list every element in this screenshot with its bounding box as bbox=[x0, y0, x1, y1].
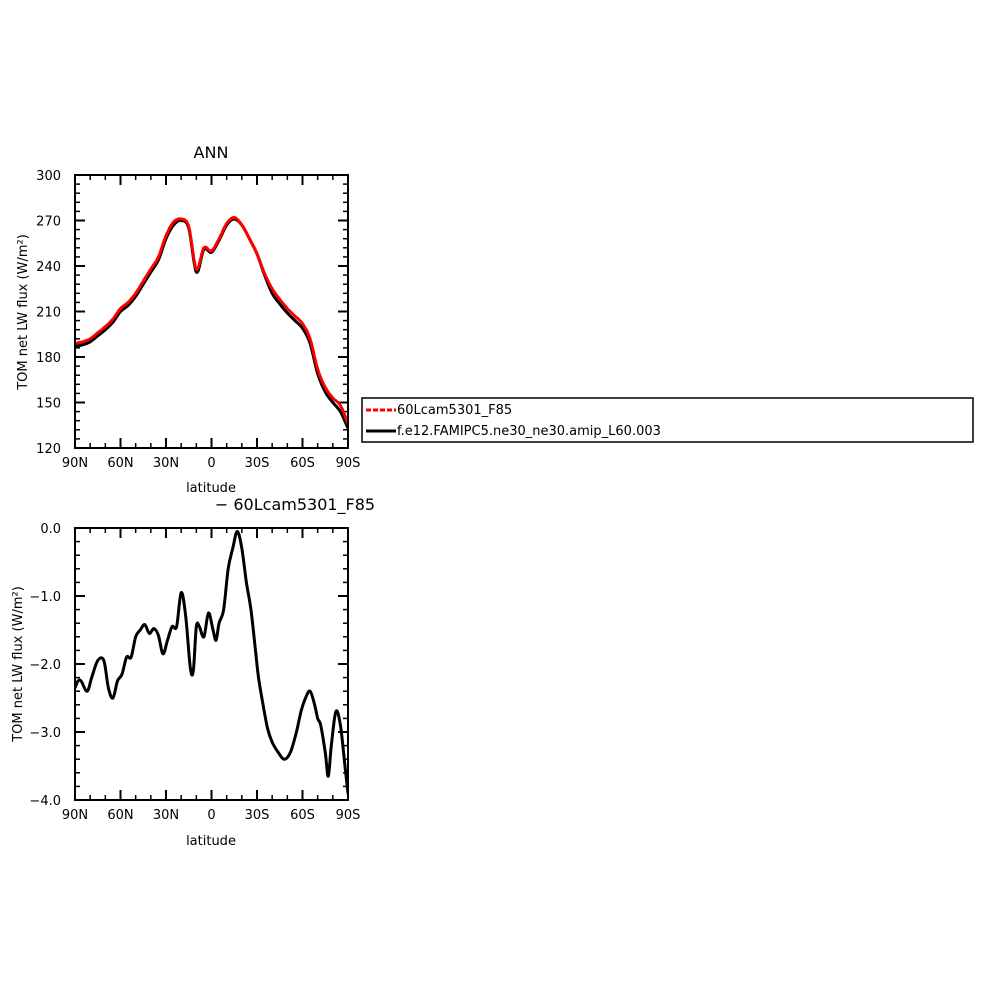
bottom-y-tick-label: −3.0 bbox=[29, 726, 61, 741]
top-panel: ANN latitude TOM net LW flux (W/m²) 90N 6… bbox=[16, 143, 360, 496]
top-series-line-1 bbox=[75, 215, 348, 426]
top-y-tick-label: 180 bbox=[36, 351, 61, 366]
top-plot-area: 90N 60N 30N 0 30S 60S 90S 120 150 180 210 240 270 300 bbox=[36, 169, 360, 471]
bottom-x-tick-label: 30S bbox=[245, 808, 270, 823]
top-y-tick-label: 300 bbox=[36, 169, 61, 184]
top-y-tick-label: 210 bbox=[36, 306, 61, 321]
bottom-x-tick-label: 0 bbox=[207, 808, 215, 823]
top-x-tick-label: 60S bbox=[290, 456, 315, 471]
bottom-panel-title: − 60Lcam5301_F85 bbox=[215, 495, 375, 515]
top-x-tick-label: 90N bbox=[62, 456, 88, 471]
top-y-tick-label: 240 bbox=[36, 260, 61, 275]
bottom-y-tick-label: −4.0 bbox=[29, 794, 61, 809]
top-x-tick-label: 0 bbox=[207, 456, 215, 471]
bottom-x-tick-label: 30N bbox=[153, 808, 179, 823]
top-x-axis-title: latitude bbox=[186, 481, 236, 496]
bottom-plot-frame bbox=[74, 527, 349, 801]
bottom-x-tick-label: 90S bbox=[336, 808, 361, 823]
legend-box bbox=[361, 397, 974, 443]
top-x-tick-label: 90S bbox=[336, 456, 361, 471]
bottom-y-tick-label: 0.0 bbox=[40, 522, 61, 537]
bottom-series-line-1 bbox=[75, 529, 348, 795]
bottom-x-axis-title: latitude bbox=[186, 834, 236, 849]
bottom-x-tick-label: 60N bbox=[107, 808, 133, 823]
bottom-x-tick-label: 60S bbox=[290, 808, 315, 823]
top-panel-title: ANN bbox=[194, 143, 229, 162]
legend: 60Lcam5301_F85 f.e12.FAMIPC5.ne30_ne30.a… bbox=[361, 397, 974, 443]
bottom-plot-area: 90N 60N 30N 0 30S 60S 90S −4.0 −3.0 −2.0 −1.0 0.0 bbox=[29, 522, 360, 823]
bottom-y-tick-label: −1.0 bbox=[29, 590, 61, 605]
top-y-tick-label: 120 bbox=[36, 442, 61, 457]
top-y-axis-title: TOM net LW flux (W/m²) bbox=[16, 234, 31, 391]
bottom-panel: − 60Lcam5301_F85 latitude TOM net LW flu… bbox=[11, 495, 375, 849]
bottom-y-tick-label: −2.0 bbox=[29, 658, 61, 673]
top-y-tick-label: 150 bbox=[36, 397, 61, 412]
bottom-y-axis-title: TOM net LW flux (W/m²) bbox=[11, 586, 26, 743]
top-x-tick-label: 30S bbox=[245, 456, 270, 471]
legend-entry-2: f.e12.FAMIPC5.ne30_ne30.amip_L60.003 bbox=[397, 424, 661, 439]
top-y-tick-label: 270 bbox=[36, 215, 61, 230]
legend-entry-1: 60Lcam5301_F85 bbox=[397, 403, 512, 418]
top-x-tick-label: 60N bbox=[107, 456, 133, 471]
bottom-x-tick-label: 90N bbox=[62, 808, 88, 823]
top-plot-frame bbox=[74, 174, 349, 449]
top-x-tick-label: 30N bbox=[153, 456, 179, 471]
